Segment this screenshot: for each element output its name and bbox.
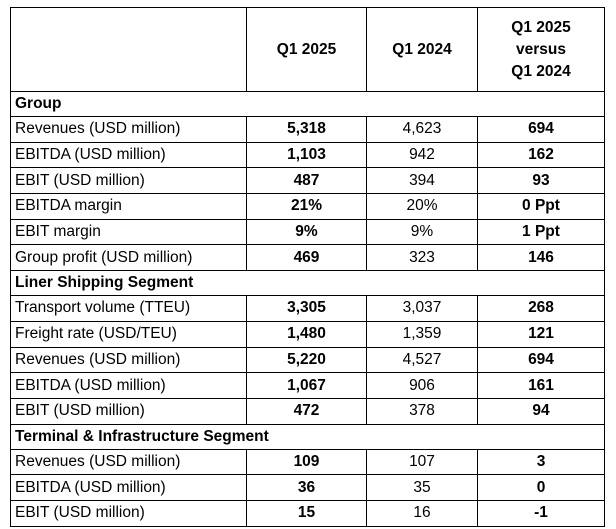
section-header-row: Group — [10, 91, 605, 117]
value-q1-2024: 906 — [366, 372, 478, 399]
row-label: Group profit (USD million) — [10, 244, 247, 272]
section-header-row: Liner Shipping Segment — [10, 270, 605, 297]
table-row: Transport volume (TTEU) 3,305 3,037 268 — [10, 295, 605, 322]
table-row: EBIT (USD million) 487 394 93 — [10, 167, 605, 195]
row-label: EBIT (USD million) — [10, 499, 247, 527]
value-q1-2025: 472 — [246, 397, 367, 425]
value-q1-2024: 3,037 — [366, 295, 478, 322]
header-change-line2: versus — [516, 40, 566, 58]
row-label: EBITDA (USD million) — [10, 372, 247, 399]
table-row: Revenues (USD million) 5,220 4,527 694 — [10, 346, 605, 374]
row-label: EBIT (USD million) — [10, 397, 247, 425]
value-q1-2024: 16 — [366, 499, 478, 527]
value-q1-2025: 469 — [246, 244, 367, 272]
table-row: EBITDA (USD million) 36 35 0 — [10, 474, 605, 501]
row-label: Revenues (USD million) — [10, 346, 247, 374]
value-change: 694 — [477, 346, 605, 374]
row-label: EBIT (USD million) — [10, 167, 247, 195]
value-q1-2024: 9% — [366, 218, 478, 246]
value-q1-2024: 942 — [366, 141, 478, 169]
table-row: EBITDA margin 21% 20% 0 Ppt — [10, 193, 605, 220]
row-label: Freight rate (USD/TEU) — [10, 320, 247, 348]
section-title: Liner Shipping Segment — [10, 270, 605, 297]
value-q1-2024: 4,527 — [366, 346, 478, 374]
table-header-row: Q1 2025 Q1 2024 Q1 2025 versus Q1 2024 — [10, 7, 605, 92]
table-row: EBITDA (USD million) 1,103 942 162 — [10, 141, 605, 169]
financial-summary-table: Q1 2025 Q1 2024 Q1 2025 versus Q1 2024 G… — [10, 7, 605, 527]
value-change: 0 Ppt — [477, 193, 605, 220]
value-q1-2025: 1,480 — [246, 320, 367, 348]
row-label: EBIT margin — [10, 218, 247, 246]
value-q1-2024: 323 — [366, 244, 478, 272]
table-row: Group profit (USD million) 469 323 146 — [10, 244, 605, 272]
header-change-line3: Q1 2024 — [511, 62, 571, 80]
value-change: 93 — [477, 167, 605, 195]
value-q1-2024: 1,359 — [366, 320, 478, 348]
table-body: Group Revenues (USD million) 5,318 4,623 694… — [10, 91, 605, 527]
value-q1-2025: 5,318 — [246, 116, 367, 143]
value-change: 1 Ppt — [477, 218, 605, 246]
value-q1-2024: 20% — [366, 193, 478, 220]
value-q1-2024: 394 — [366, 167, 478, 195]
header-change-line1: Q1 2025 — [511, 18, 571, 36]
value-q1-2024: 4,623 — [366, 116, 478, 143]
row-label: Transport volume (TTEU) — [10, 295, 247, 322]
value-change: 268 — [477, 295, 605, 322]
value-q1-2024: 378 — [366, 397, 478, 425]
value-q1-2025: 1,103 — [246, 141, 367, 169]
row-label: EBITDA margin — [10, 193, 247, 220]
table-row: EBITDA (USD million) 1,067 906 161 — [10, 372, 605, 399]
value-q1-2025: 21% — [246, 193, 367, 220]
value-change: -1 — [477, 499, 605, 527]
value-change: 694 — [477, 116, 605, 143]
table-row: EBIT (USD million) 15 16 -1 — [10, 499, 605, 527]
value-q1-2025: 109 — [246, 448, 367, 476]
row-label: EBITDA (USD million) — [10, 474, 247, 501]
row-label: Revenues (USD million) — [10, 116, 247, 143]
value-q1-2024: 35 — [366, 474, 478, 501]
value-q1-2025: 3,305 — [246, 295, 367, 322]
section-title: Group — [10, 91, 605, 117]
section-header-row: Terminal & Infrastructure Segment — [10, 423, 605, 450]
row-label: EBITDA (USD million) — [10, 141, 247, 169]
value-q1-2025: 9% — [246, 218, 367, 246]
header-q1-2024: Q1 2024 — [366, 7, 478, 92]
value-q1-2024: 107 — [366, 448, 478, 476]
value-q1-2025: 487 — [246, 167, 367, 195]
value-change: 0 — [477, 474, 605, 501]
table-row: Revenues (USD million) 5,318 4,623 694 — [10, 116, 605, 143]
value-change: 3 — [477, 448, 605, 476]
table-row: Freight rate (USD/TEU) 1,480 1,359 121 — [10, 320, 605, 348]
value-q1-2025: 5,220 — [246, 346, 367, 374]
value-change: 162 — [477, 141, 605, 169]
row-label: Revenues (USD million) — [10, 448, 247, 476]
header-change: Q1 2025 versus Q1 2024 — [477, 7, 605, 92]
value-change: 94 — [477, 397, 605, 425]
header-label-cell — [10, 7, 247, 92]
value-q1-2025: 1,067 — [246, 372, 367, 399]
table-row: EBIT (USD million) 472 378 94 — [10, 397, 605, 425]
value-change: 121 — [477, 320, 605, 348]
table-row: Revenues (USD million) 109 107 3 — [10, 448, 605, 476]
value-change: 146 — [477, 244, 605, 272]
table-row: EBIT margin 9% 9% 1 Ppt — [10, 218, 605, 246]
section-title: Terminal & Infrastructure Segment — [10, 423, 605, 450]
value-q1-2025: 36 — [246, 474, 367, 501]
header-q1-2025: Q1 2025 — [246, 7, 367, 92]
value-q1-2025: 15 — [246, 499, 367, 527]
value-change: 161 — [477, 372, 605, 399]
